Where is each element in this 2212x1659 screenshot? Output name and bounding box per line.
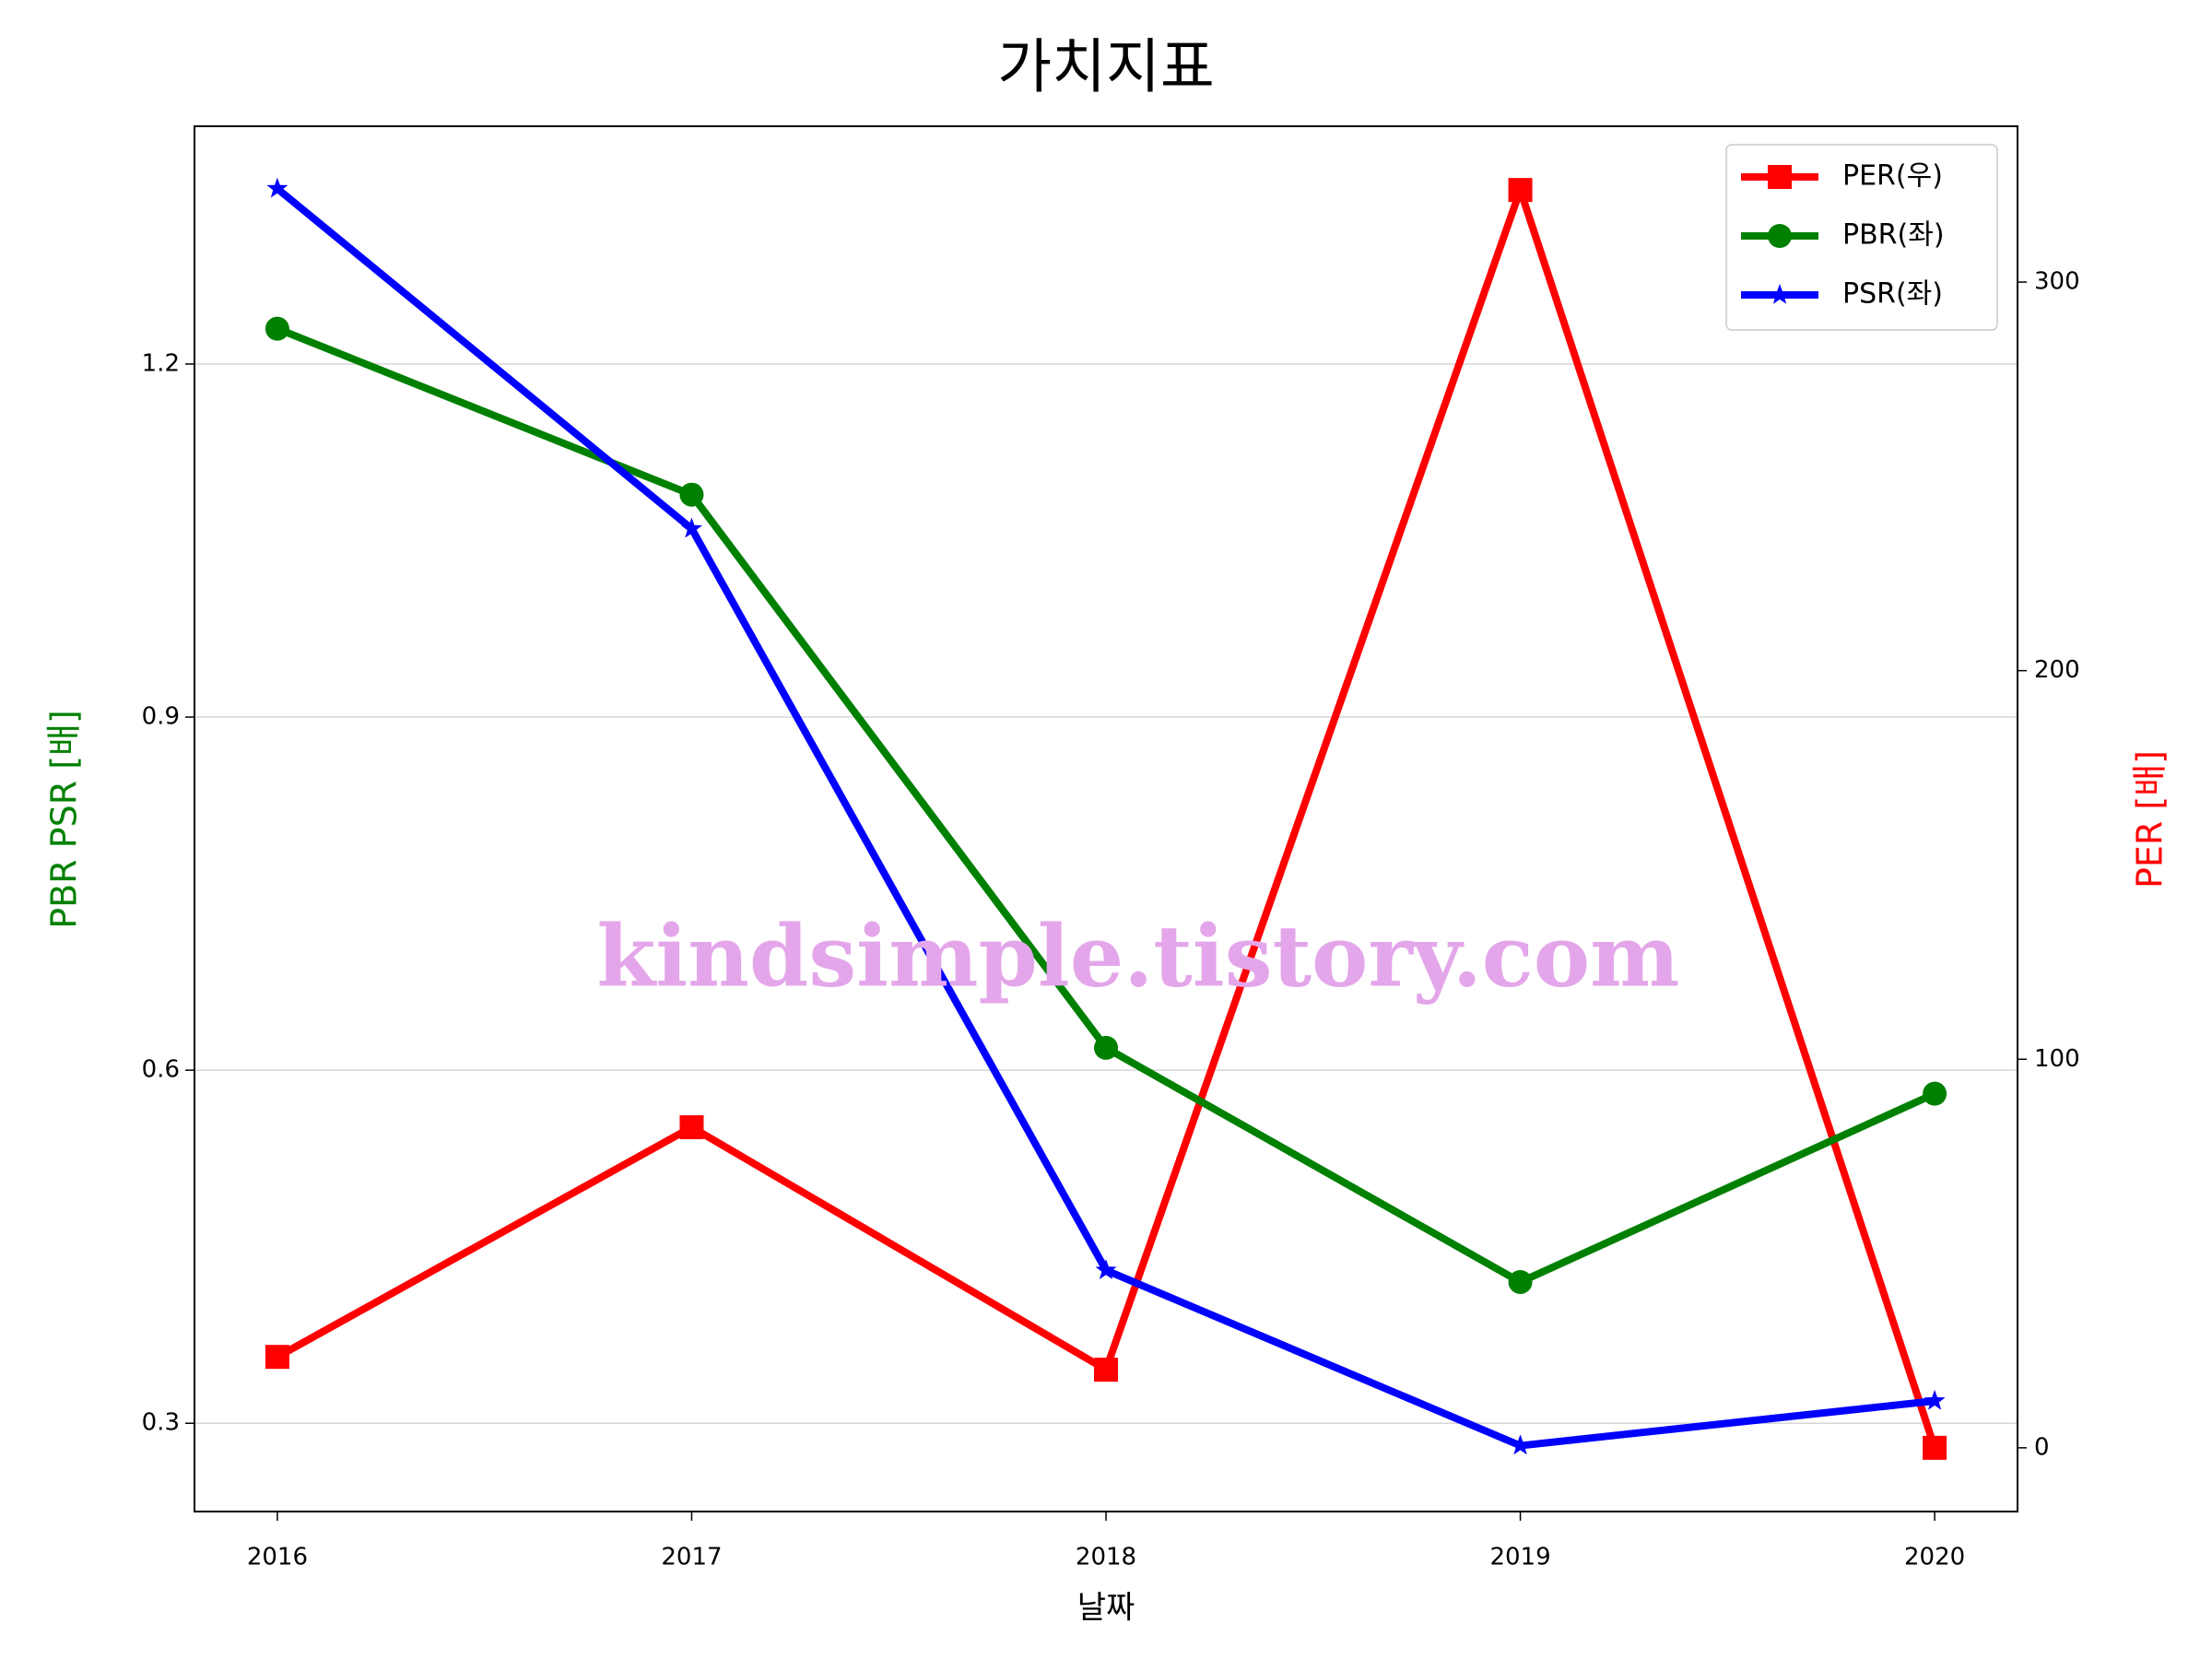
marker [1094,1035,1118,1060]
marker [1510,1434,1532,1455]
marker [266,177,288,198]
x-tick-label: 2018 [1076,1544,1136,1571]
marker [1768,165,1792,189]
marker [680,517,702,538]
marker [1094,1358,1118,1382]
legend-label: PSR(좌) [1842,278,1943,311]
watermark: kindsimple.tistory.com [596,907,1679,1006]
marker [1924,1389,1946,1410]
y-axis-label: PBR PSR [배] [44,710,85,929]
marker [1508,178,1533,203]
y-tick-label: 1.2 [142,349,180,377]
y2-tick-label: 300 [2034,268,2080,296]
plot-frame [194,125,2018,1512]
marker [1508,1269,1533,1294]
y-tick-label: 0.6 [142,1056,180,1084]
y2-tick-label: 200 [2034,656,2080,684]
y-tick-label: 0.9 [142,703,180,731]
legend-label: PER(우) [1842,160,1943,193]
legend-box [1725,144,1998,331]
y2-tick-label: 0 [2034,1433,2050,1461]
legend: PER(우) PBR(좌) PSR(좌) [1725,144,1998,331]
marker [1769,283,1791,304]
legend-label: PBR(좌) [1842,219,1945,252]
marker [265,1345,289,1370]
x-axis-label: 날짜 [1077,1590,1135,1627]
x-tick-label: 2019 [1489,1544,1550,1571]
marker [1095,1259,1117,1279]
x-tick-label: 2017 [661,1544,722,1571]
marker [679,482,704,507]
x-tick-label: 2020 [1904,1544,1965,1571]
marker [1923,1081,1947,1106]
marker [679,1115,704,1140]
marker [1768,224,1792,248]
x-tick-label: 2016 [247,1544,308,1571]
y2-tick-label: 100 [2034,1045,2080,1073]
chart-title: 가치지표 [997,34,1215,102]
marker [1923,1435,1947,1460]
y-tick-label: 0.3 [142,1409,180,1437]
marker [265,316,289,341]
y2-axis-label: PER [배] [2130,750,2171,888]
